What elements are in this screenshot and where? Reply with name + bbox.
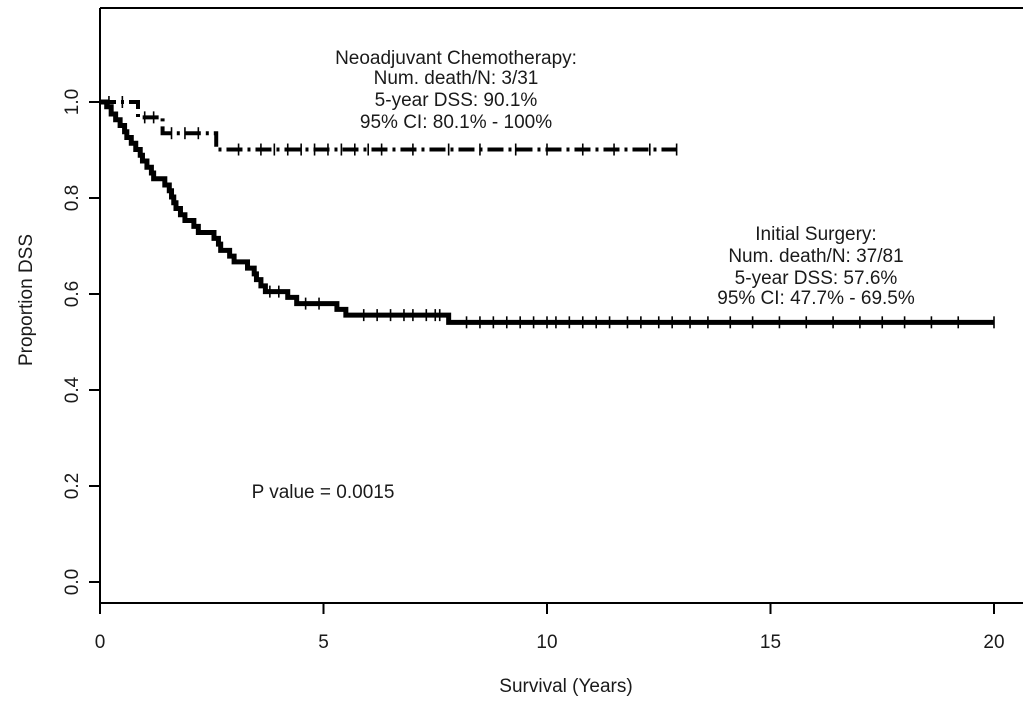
y-tick-label: 0.6 <box>62 281 83 307</box>
x-tick-label: 10 <box>536 632 557 653</box>
neoadjuvant-annotation-dss: 5-year DSS: 90.1% <box>375 90 538 111</box>
x-tick-label: 20 <box>983 632 1004 653</box>
x-tick-label: 15 <box>760 632 781 653</box>
surgery-annotation: Initial Surgery: Num. death/N: 37/81 5-y… <box>717 224 915 309</box>
y-tick-label: 0.0 <box>62 569 83 595</box>
x-tick-label: 0 <box>95 632 106 653</box>
neoadjuvant-annotation: Neoadjuvant Chemotherapy: Num. death/N: … <box>335 48 577 133</box>
surgery-annotation-ci: 95% CI: 47.7% - 69.5% <box>717 288 915 309</box>
censor-marks <box>108 96 995 329</box>
survival-curves <box>100 99 994 325</box>
neoadjuvant-annotation-title: Neoadjuvant Chemotherapy: <box>335 48 577 69</box>
y-axis-ticks: 0.0 0.2 0.4 0.6 0.8 1.0 <box>62 89 100 595</box>
x-axis-ticks: 0 5 10 15 20 <box>95 603 1005 653</box>
neoadjuvant-curve <box>100 100 677 152</box>
x-axis-title: Survival (Years) <box>499 676 632 697</box>
surgery-annotation-title: Initial Surgery: <box>755 224 876 245</box>
neoadjuvant-annotation-deaths: Num. death/N: 3/31 <box>374 68 539 89</box>
y-tick-label: 1.0 <box>62 89 83 115</box>
x-tick-label: 5 <box>318 632 329 653</box>
neoadjuvant-annotation-ci: 95% CI: 80.1% - 100% <box>360 112 552 133</box>
surgery-annotation-dss: 5-year DSS: 57.6% <box>735 268 898 289</box>
y-axis-title: Proportion DSS <box>16 234 37 366</box>
p-value-label: P value = 0.0015 <box>252 482 395 503</box>
surgery-annotation-deaths: Num. death/N: 37/81 <box>728 246 903 267</box>
y-tick-label: 0.2 <box>62 473 83 499</box>
y-tick-label: 0.4 <box>62 376 83 403</box>
initial-surgery-curve <box>100 99 994 325</box>
y-tick-label: 0.8 <box>62 185 83 211</box>
